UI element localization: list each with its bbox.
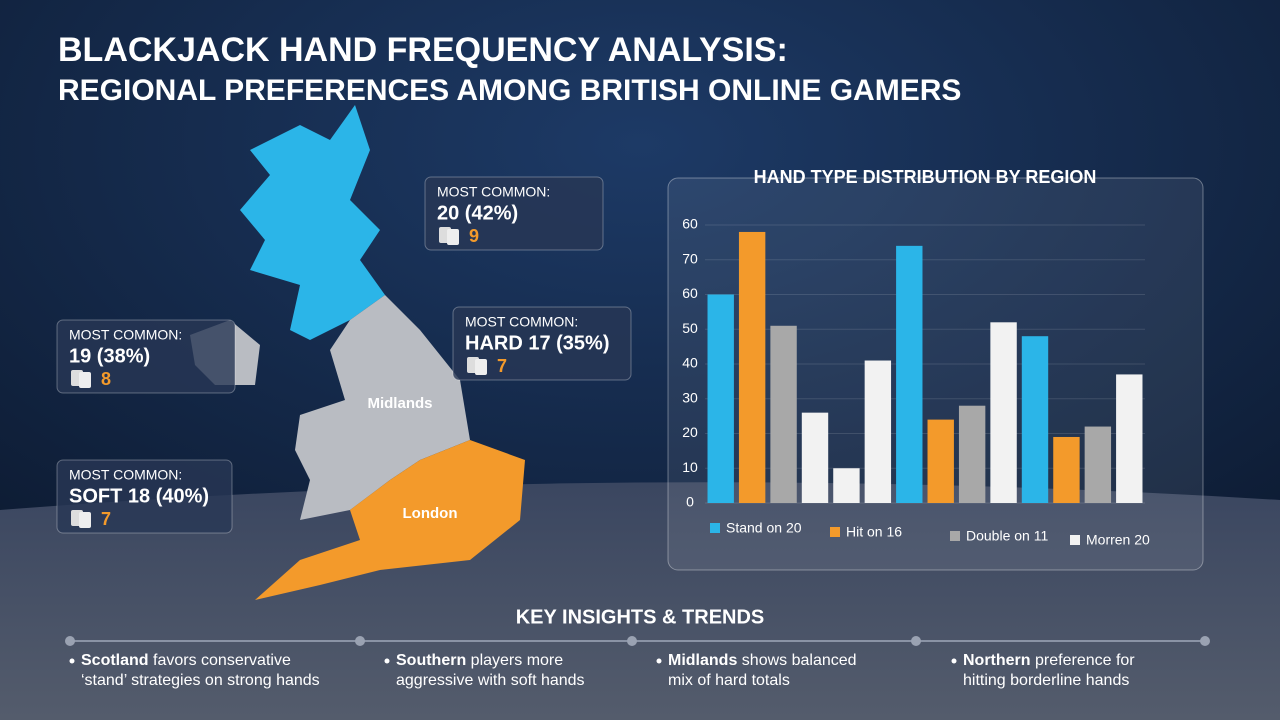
insight-dot [65,636,75,646]
map [190,105,525,600]
card-icon [447,229,459,245]
bar [1053,436,1080,503]
scotland [240,105,385,340]
insight-lead: Northern [963,652,1031,669]
bar [958,405,986,503]
insight-rest: players more [471,652,564,669]
card-icon [79,512,91,528]
title: BLACKJACK HAND FREQUENCY ANALYSIS: [58,31,788,69]
insights-title: KEY INSIGHTS & TRENDS [516,606,765,628]
callout-heading: MOST COMMON: [437,184,550,200]
bar [1116,374,1143,503]
callout-count: 9 [469,226,479,246]
bar [864,360,892,503]
bar [738,231,766,503]
legend-swatch [710,523,720,533]
floor [0,482,1280,720]
insight-text: aggressive with soft hands [396,672,585,689]
callout-heading: MOST COMMON: [69,467,182,483]
callout-hand: SOFT 18 (40%) [69,485,209,507]
bar [833,468,860,503]
y-tick-label: 70 [682,250,698,266]
callout-count: 7 [101,509,111,529]
insight-dot [355,636,365,646]
bar [990,322,1017,503]
map-label: London [403,505,458,522]
insight-lead: Midlands [668,652,737,669]
insight-rest: shows balanced [742,652,857,669]
legend-label: Morren 20 [1086,532,1150,548]
insight-text: Northern preference for [963,652,1135,669]
legend-label: Hit on 16 [846,524,902,540]
callout-count: 8 [101,369,111,389]
bar [801,412,829,503]
map-label: Midlands [367,395,432,412]
y-tick-label: 60 [682,216,698,232]
card-icon [79,372,91,388]
legend-label: Double on 11 [966,528,1048,544]
insight-dot [911,636,921,646]
y-tick-label: 10 [682,459,698,475]
y-tick-label: 60 [682,285,698,301]
insight-lead: Southern [396,652,466,669]
legend-swatch [1070,535,1080,545]
insight-text: mix of hard totals [668,672,790,689]
insight-lead: Scotland [81,652,149,669]
callout-box [424,176,604,251]
bullet [384,658,390,664]
y-tick-label: 20 [682,424,698,440]
callout-count: 7 [497,356,507,376]
south [255,440,525,600]
bullet [951,658,957,664]
chart-title: HAND TYPE DISTRIBUTION BY REGION [754,167,1097,187]
insight-text: Scotland favors conservative [81,652,291,669]
bullet [69,658,75,664]
insight-text: Southern players more [396,652,563,669]
bar [1021,336,1049,503]
y-tick-label: 0 [686,494,694,510]
insight-dot [1200,636,1210,646]
y-tick-label: 40 [682,355,698,371]
insight-rest: favors conservative [153,652,291,669]
callout-hand: 20 (42%) [437,202,518,224]
callout-hand: HARD 17 (35%) [465,332,609,354]
y-tick-label: 50 [682,320,698,336]
insight-text: Midlands shows balanced [668,652,857,669]
callout-heading: MOST COMMON: [69,327,182,343]
bar [707,294,734,503]
callout-box [56,459,233,534]
card-icon [475,359,487,375]
callout-hand: 19 (38%) [69,345,150,367]
bar [1084,426,1112,503]
legend-swatch [830,527,840,537]
bar [770,325,797,503]
bar [896,245,923,503]
north-wales-midlands [295,295,470,520]
insight-text: ‘stand’ strategies on strong hands [81,672,320,689]
callout-box [56,319,236,394]
callout-box [452,306,632,381]
bar [927,419,954,503]
insight-rest: preference for [1035,652,1135,669]
legend-label: Stand on 20 [726,520,802,536]
bullet [656,658,662,664]
title: REGIONAL PREFERENCES AMONG BRITISH ONLIN… [58,74,961,107]
legend-swatch [950,531,960,541]
insight-text: hitting borderline hands [963,672,1129,689]
y-tick-label: 30 [682,389,698,405]
callout-heading: MOST COMMON: [465,314,578,330]
insight-dot [627,636,637,646]
